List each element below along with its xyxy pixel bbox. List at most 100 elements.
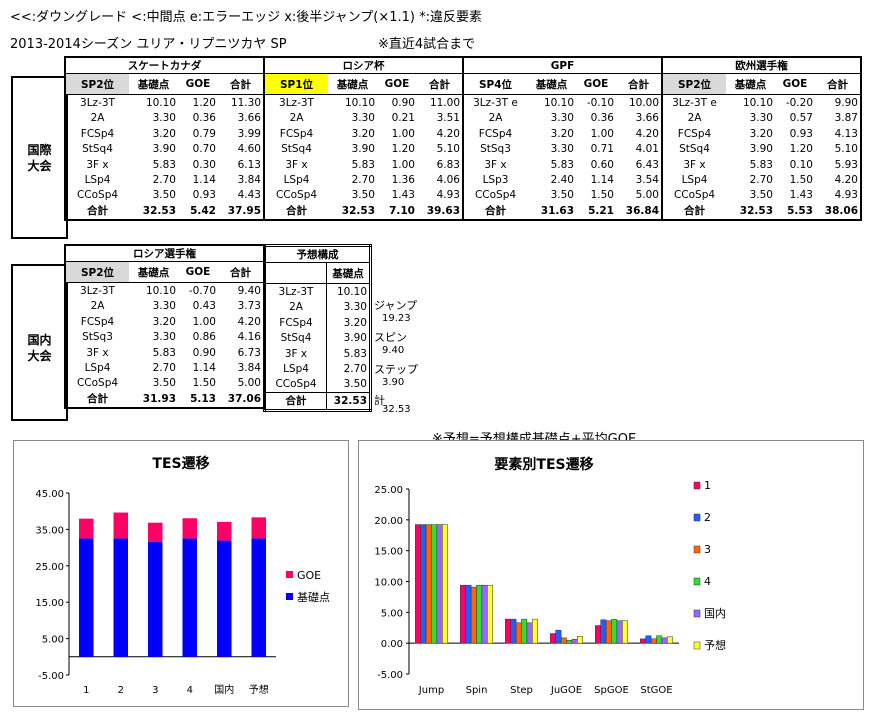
bar <box>521 618 528 644</box>
element-goe: 0.10 <box>789 158 813 171</box>
element-total: 4.20 <box>436 127 460 140</box>
element-row: FCSp4 3.20 1.00 4.20 <box>264 126 463 141</box>
bar <box>532 618 538 644</box>
element-base: 3.30 <box>550 143 574 156</box>
total-header: 合計 <box>616 73 662 96</box>
element-code: 3F x <box>484 158 507 171</box>
sum-total: 38.06 <box>824 204 858 217</box>
event-name: ロシア杯 <box>264 57 463 75</box>
element-goe: 0.90 <box>192 346 216 359</box>
intl-label: 国際 大会 <box>27 143 52 173</box>
element-row: 3F x 5.83 0.30 6.13 <box>65 157 264 172</box>
intl-label-box <box>11 76 68 239</box>
element-chart: 要素別TES遷移 -5.00 0.00 5.00 10.00 15.00 20.00 25.0… <box>374 456 726 696</box>
element-row: 2A 3.30 0.36 3.66 <box>65 111 264 126</box>
bar-segment <box>217 521 232 541</box>
element-row: StSq3 3.30 0.71 4.01 <box>463 142 662 157</box>
bar-segment <box>113 512 128 539</box>
element-row: 3Lz-3T e 10.10 -0.10 10.00 <box>463 95 662 111</box>
y-tick-label: 25.00 <box>374 485 403 496</box>
bar-segment <box>182 518 197 539</box>
legend-label: 2 <box>704 511 711 524</box>
event-table: ロシア杯 SP1位 基礎点 GOE 合計 3Lz-3T 10.10 0.90 11.00 2A 3.… <box>263 56 464 221</box>
element-code: FCSp4 <box>80 315 115 328</box>
event-title-row: 欧州選手権 <box>662 57 861 75</box>
element-goe: 0.86 <box>192 331 216 344</box>
bar <box>442 524 448 644</box>
element-total: 10.00 <box>628 97 659 110</box>
y-tick-label: 15.00 <box>374 547 403 558</box>
element-row: 3F x 5.83 0.60 6.43 <box>463 157 662 172</box>
element-goe: 0.79 <box>192 127 216 140</box>
sum-row: 合計 32.53 5.53 38.06 <box>662 203 861 219</box>
bar-segment <box>79 518 94 539</box>
total-header: 合計 <box>218 73 264 96</box>
element-goe: 1.14 <box>590 174 614 187</box>
element-goe: 0.90 <box>391 97 415 110</box>
bar <box>566 640 573 644</box>
element-base: 10.10 <box>543 97 574 110</box>
x-tick-label: Spin <box>466 685 488 696</box>
goe-header: GOE <box>576 73 616 96</box>
element-goe: -0.20 <box>785 97 813 110</box>
element-row: FCSp4 3.20 0.93 4.13 <box>662 126 861 141</box>
legend-label: 基礎点 <box>297 591 330 604</box>
bar <box>667 636 673 644</box>
bar <box>425 524 432 644</box>
forecast-name: 予想構成 <box>264 245 371 264</box>
event-name: GPF <box>463 57 662 75</box>
domestic-label: 国内 大会 <box>27 333 52 363</box>
sum-label: 合計 <box>87 393 108 406</box>
forecast-row: StSq4 3.90 <box>264 330 371 346</box>
sum-base: 32.53 <box>341 204 375 217</box>
event-name: 欧州選手権 <box>662 57 861 75</box>
element-total: 4.60 <box>237 143 261 156</box>
bar <box>571 639 578 644</box>
bar <box>645 635 652 644</box>
element-base: 3.30 <box>152 331 176 344</box>
forecast-row: FCSp4 3.20 <box>264 315 371 331</box>
bar <box>605 620 612 644</box>
sum-label: 合計 <box>684 205 705 218</box>
forecast-sum-row: 合計 32.53 <box>264 392 371 411</box>
bar <box>470 586 477 644</box>
element-row: StSq3 3.30 0.86 4.16 <box>65 330 264 345</box>
forecast-base: 3.20 <box>326 315 371 331</box>
element-base: 3.90 <box>152 143 176 156</box>
forecast-row: LSp4 2.70 <box>264 361 371 377</box>
element-goe: 1.14 <box>192 174 216 187</box>
x-tick-label: 2 <box>118 685 124 696</box>
element-total: 6.73 <box>237 346 261 359</box>
element-goe: 1.43 <box>789 189 813 202</box>
element-total: 3.54 <box>635 174 659 187</box>
element-row: 3F x 5.83 0.90 6.73 <box>65 345 264 360</box>
element-base: 2.70 <box>351 174 375 187</box>
base-header: 基礎点 <box>726 73 775 96</box>
element-goe: 0.36 <box>192 112 216 125</box>
legend-label: 1 <box>704 479 711 492</box>
legend-swatch <box>693 641 701 650</box>
element-code: StSq4 <box>679 143 710 156</box>
element-row: StSq4 3.90 0.70 4.60 <box>65 142 264 157</box>
element-total: 9.40 <box>237 285 261 298</box>
element-base: 3.30 <box>749 112 773 125</box>
element-base: 3.20 <box>351 127 375 140</box>
total-header: 合計 <box>815 73 861 96</box>
bar-segment <box>148 541 163 657</box>
tes-chart: TES遷移 -5.00 5.00 15.00 25.00 35.00 45.00 1 2 3 4 国内… <box>35 455 330 696</box>
y-tick-label: 0.00 <box>381 639 403 650</box>
element-total: 3.51 <box>436 112 460 125</box>
legend-swatch <box>286 571 293 578</box>
event-table: GPF SP4位 基礎点 GOE 合計 3Lz-3T e 10.10 -0.10 10.00 2A… <box>462 56 663 221</box>
element-total: 6.43 <box>635 158 659 171</box>
element-base: 3.30 <box>550 112 574 125</box>
x-tick-label: 4 <box>187 685 193 696</box>
element-base: 10.10 <box>344 97 375 110</box>
element-code: 2A <box>687 112 702 125</box>
goe-header: GOE <box>178 73 218 96</box>
element-goe: 1.14 <box>192 362 216 375</box>
total-header: 合計 <box>218 261 264 284</box>
forecast-base: 3.50 <box>326 376 371 393</box>
bar-segment <box>251 517 266 539</box>
element-row: 3F x 5.83 1.00 6.83 <box>264 157 463 172</box>
